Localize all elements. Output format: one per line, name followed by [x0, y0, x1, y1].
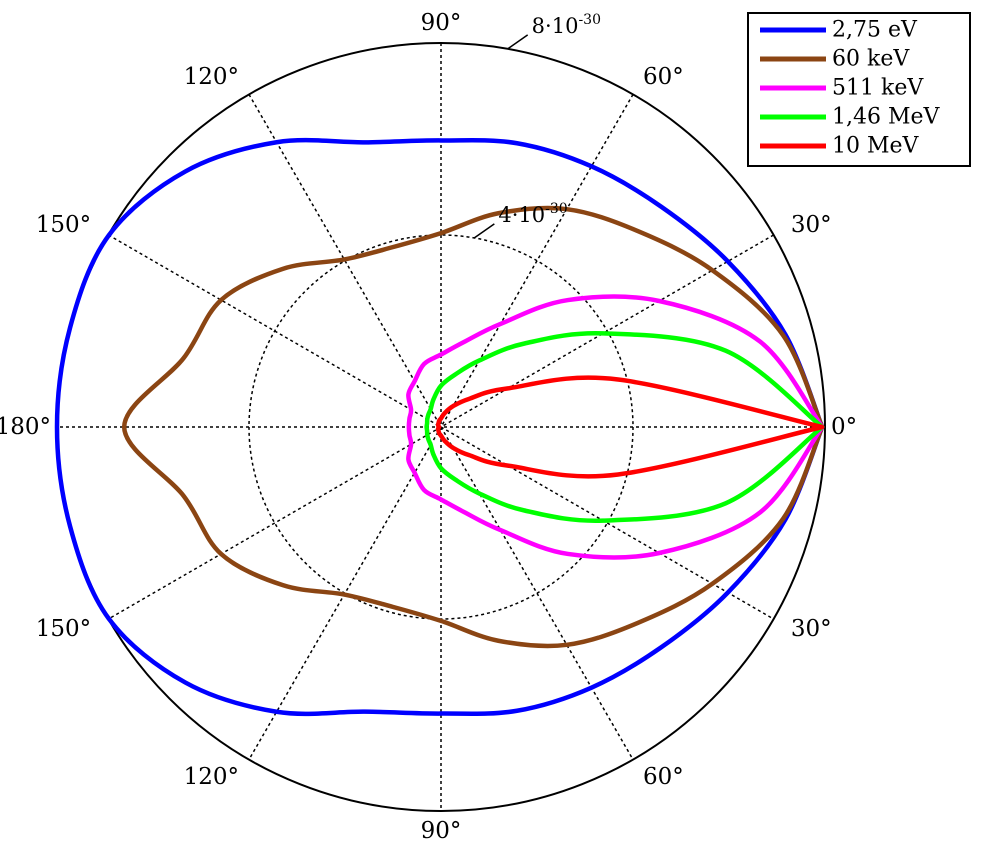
- legend-label-0: 2,75 eV: [832, 18, 918, 43]
- radial-tick-leader-1: [507, 34, 529, 50]
- angle-tick-label-5: 150°: [36, 212, 91, 238]
- series-line-4: [435, 375, 825, 479]
- angle-tick-label-1: 30°: [791, 212, 832, 238]
- legend: 2,75 eV 60 keV 511 keV 1,46 MeV 10 MeV: [747, 12, 971, 167]
- legend-label-3: 1,46 MeV: [832, 105, 941, 130]
- angle-tick-label-9: 90°: [421, 818, 462, 844]
- legend-label-2: 511 keV: [832, 76, 924, 101]
- radial-tick-label-0: 4·10-30: [498, 201, 567, 227]
- series-line-2: [406, 294, 825, 560]
- angle-tick-label-0: 0°: [831, 414, 857, 440]
- angle-tick-label-2: 60°: [643, 64, 684, 90]
- angle-tick-label-6: 180°: [0, 414, 51, 440]
- angle-tick-label-11: 30°: [791, 616, 832, 642]
- series-line-3: [424, 331, 825, 523]
- angle-tick-label-4: 120°: [184, 64, 239, 90]
- radial-tick-label-1: 8·10-30: [532, 12, 601, 38]
- series-line-0: [54, 137, 825, 717]
- radial-tick-leader-0: [473, 223, 495, 239]
- legend-label-1: 60 keV: [832, 47, 910, 72]
- angle-tick-label-10: 60°: [643, 764, 684, 790]
- angle-tick-label-7: 150°: [36, 616, 91, 642]
- axis-labels: 0° 30° 60° 90° 120° 150° 180° 150° 120° 90° 60° 30°…: [0, 10, 857, 844]
- series-line-1: [121, 205, 825, 649]
- angle-tick-label-3: 90°: [421, 10, 462, 36]
- angle-tick-label-8: 120°: [184, 764, 239, 790]
- series-curves: [54, 137, 825, 717]
- legend-label-4: 10 MeV: [832, 134, 920, 159]
